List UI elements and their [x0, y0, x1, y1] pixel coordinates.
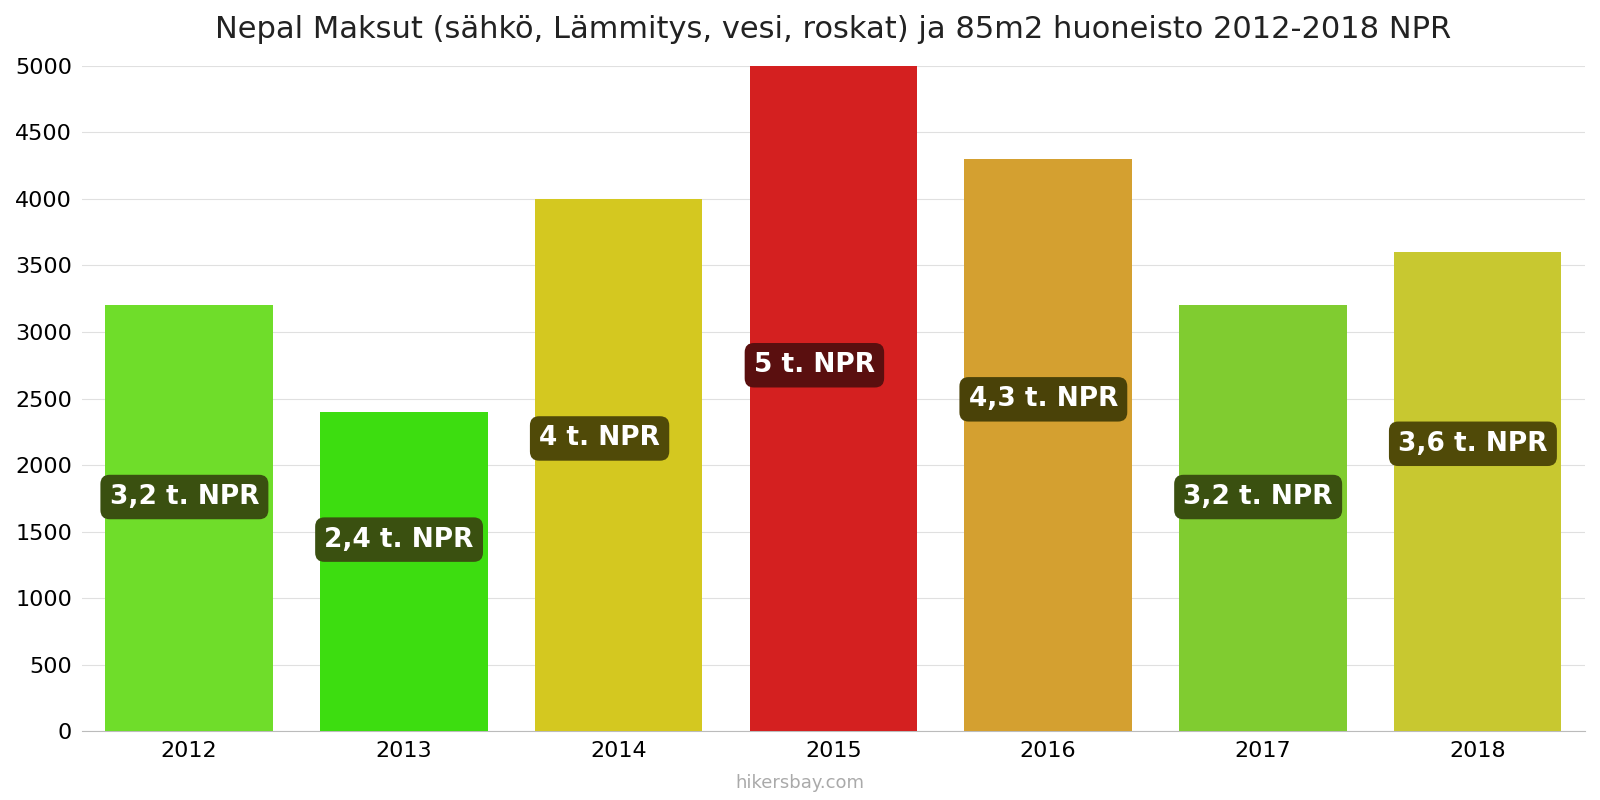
Bar: [965, 159, 1131, 731]
Bar: [1179, 306, 1347, 731]
Text: 3,6 t. NPR: 3,6 t. NPR: [1398, 430, 1547, 457]
Bar: [1394, 252, 1562, 731]
Bar: [534, 199, 702, 731]
Text: hikersbay.com: hikersbay.com: [736, 774, 864, 792]
Bar: [750, 66, 917, 731]
Text: 5 t. NPR: 5 t. NPR: [754, 352, 875, 378]
Text: 4,3 t. NPR: 4,3 t. NPR: [968, 386, 1118, 412]
Title: Nepal Maksut (sähkö, Lämmitys, vesi, roskat) ja 85m2 huoneisto 2012-2018 NPR: Nepal Maksut (sähkö, Lämmitys, vesi, ros…: [216, 15, 1451, 44]
Text: 3,2 t. NPR: 3,2 t. NPR: [110, 484, 259, 510]
Text: 3,2 t. NPR: 3,2 t. NPR: [1184, 484, 1333, 510]
Bar: [106, 306, 274, 731]
Text: 2,4 t. NPR: 2,4 t. NPR: [325, 526, 474, 553]
Text: 4 t. NPR: 4 t. NPR: [539, 426, 661, 451]
Bar: [320, 412, 488, 731]
